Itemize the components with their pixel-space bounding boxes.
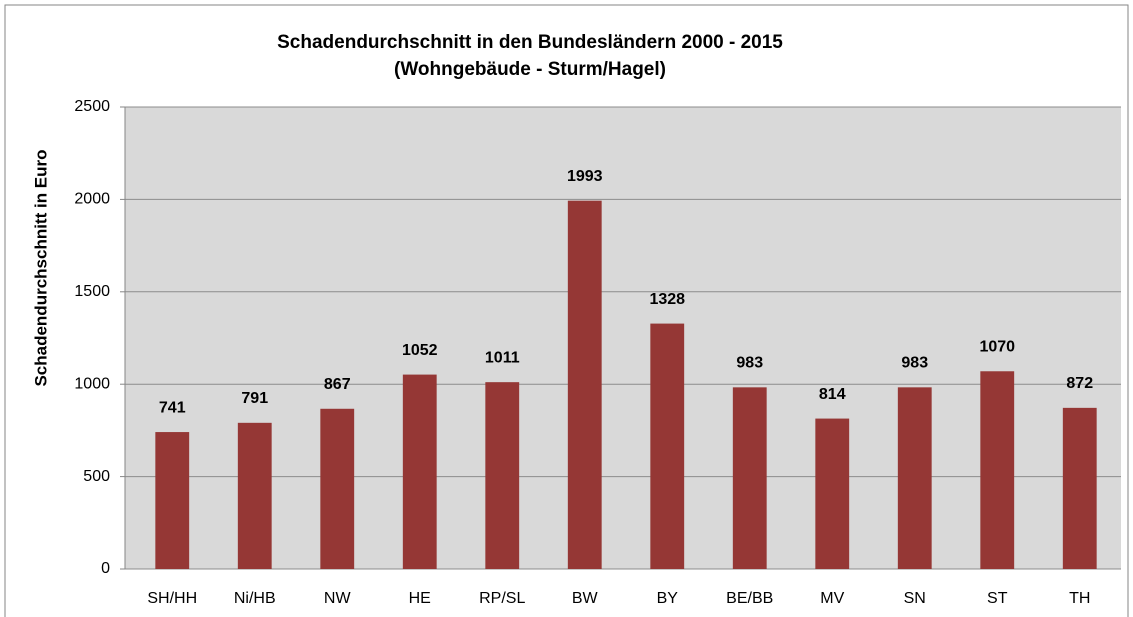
x-tick-label: RP/SL: [479, 590, 525, 607]
x-tick-label: BW: [572, 590, 599, 607]
y-tick-label: 1000: [74, 375, 110, 392]
bar: [567, 200, 602, 569]
x-tick-label: ST: [987, 590, 1008, 607]
x-tick-label: NW: [324, 590, 352, 607]
chart-subtitle: (Wohngebäude - Sturm/Hagel): [394, 59, 666, 80]
data-label: 814: [819, 386, 846, 403]
chart-title: Schadendurchschnitt in den Bundesländern…: [277, 32, 783, 53]
bar: [320, 408, 355, 569]
y-tick-label: 500: [83, 468, 110, 485]
data-label: 1011: [485, 349, 520, 366]
data-label: 1070: [979, 338, 1015, 355]
y-tick-label: 2500: [74, 98, 110, 115]
data-label: 1993: [567, 168, 603, 185]
x-tick-label: BY: [657, 590, 679, 607]
data-label: 791: [241, 390, 268, 407]
y-axis-label: Schadendurchschnitt in Euro: [31, 149, 50, 386]
x-tick-label: MV: [820, 590, 844, 607]
y-tick-label: 1500: [74, 283, 110, 300]
plot-area: [125, 107, 1121, 569]
data-label: 983: [901, 355, 928, 372]
data-label: 1328: [649, 291, 685, 308]
y-tick-label: 2000: [74, 191, 110, 208]
x-tick-label: TH: [1069, 590, 1090, 607]
data-label: 867: [324, 376, 351, 393]
bar: [897, 387, 932, 569]
y-tick-label: 0: [101, 560, 110, 577]
bar: [980, 371, 1015, 569]
data-label: 1052: [402, 342, 438, 359]
bar: [815, 418, 850, 569]
data-label: 872: [1066, 375, 1093, 392]
bar: [402, 374, 437, 569]
x-tick-label: BE/BB: [726, 590, 773, 607]
bar: [485, 382, 520, 569]
x-tick-label: Ni/HB: [234, 590, 276, 607]
bar: [237, 422, 272, 569]
data-label: 741: [159, 399, 186, 416]
x-tick-label: SN: [904, 590, 926, 607]
bar: [155, 432, 190, 569]
bar: [650, 323, 685, 569]
bar: [1062, 407, 1097, 569]
x-tick-label: HE: [409, 590, 431, 607]
x-tick-label: SH/HH: [147, 590, 197, 607]
bar: [732, 387, 767, 569]
data-label: 983: [736, 355, 763, 372]
